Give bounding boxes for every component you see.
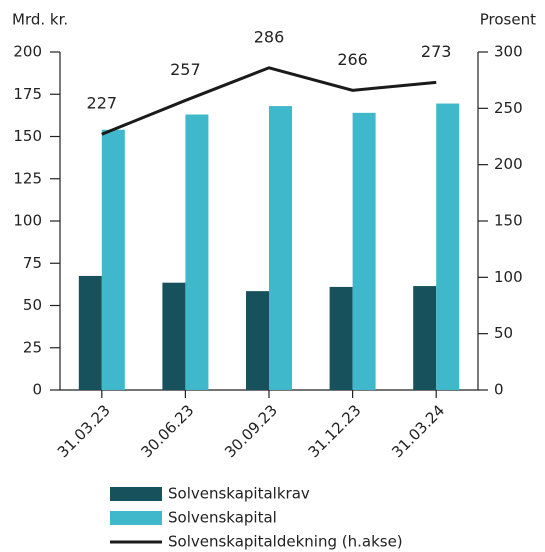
data-label: 286 — [254, 27, 285, 46]
data-label: 266 — [337, 50, 368, 69]
legend-label: Solvenskapitaldekning (h.akse) — [168, 533, 403, 551]
line — [101, 66, 437, 136]
bar — [101, 129, 125, 391]
x-tick-label: 30.06.23 — [137, 401, 197, 461]
y-tick-label: 200 — [13, 43, 42, 61]
bar — [162, 282, 186, 390]
y2-tick-label: 150 — [494, 212, 523, 230]
bar — [185, 114, 209, 390]
y-tick-label: 175 — [13, 85, 42, 103]
y2-tick-label: 300 — [494, 43, 523, 61]
legend-swatch — [110, 487, 162, 501]
bar — [269, 106, 292, 390]
y2-axis-label: Prosent — [480, 11, 536, 29]
x-tick-label: 30.09.23 — [221, 401, 281, 461]
data-label: 273 — [421, 42, 452, 61]
y-tick-label: 125 — [13, 169, 42, 187]
x-tick-label: 31.03.24 — [388, 401, 448, 461]
y-tick-label: 150 — [13, 127, 42, 145]
y2-tick-label: 250 — [494, 99, 523, 117]
data-label: 257 — [170, 60, 201, 79]
bar — [436, 103, 460, 391]
bar — [329, 286, 353, 390]
x-tick-label: 31.03.23 — [54, 401, 114, 461]
y-tick-label: 25 — [23, 338, 42, 356]
legend-label: Solvenskapital — [168, 509, 277, 527]
y-tick-label: 50 — [23, 296, 42, 314]
legend-swatch — [110, 511, 162, 525]
y2-tick-label: 50 — [494, 324, 513, 342]
y-axis-label: Mrd. kr. — [12, 11, 68, 29]
legend-label: Solvenskapitalkrav — [168, 485, 310, 503]
y2-tick-label: 0 — [494, 381, 504, 399]
bar — [352, 112, 376, 390]
bar — [78, 275, 102, 390]
y2-tick-label: 100 — [494, 268, 523, 286]
y-tick-label: 100 — [13, 212, 42, 230]
y-tick-label: 0 — [32, 381, 42, 399]
y-tick-label: 75 — [23, 254, 42, 272]
x-tick-label: 31.12.23 — [305, 401, 365, 461]
bar — [413, 286, 437, 390]
data-label: 227 — [87, 94, 118, 113]
bar — [246, 291, 269, 390]
y2-tick-label: 200 — [494, 155, 523, 173]
